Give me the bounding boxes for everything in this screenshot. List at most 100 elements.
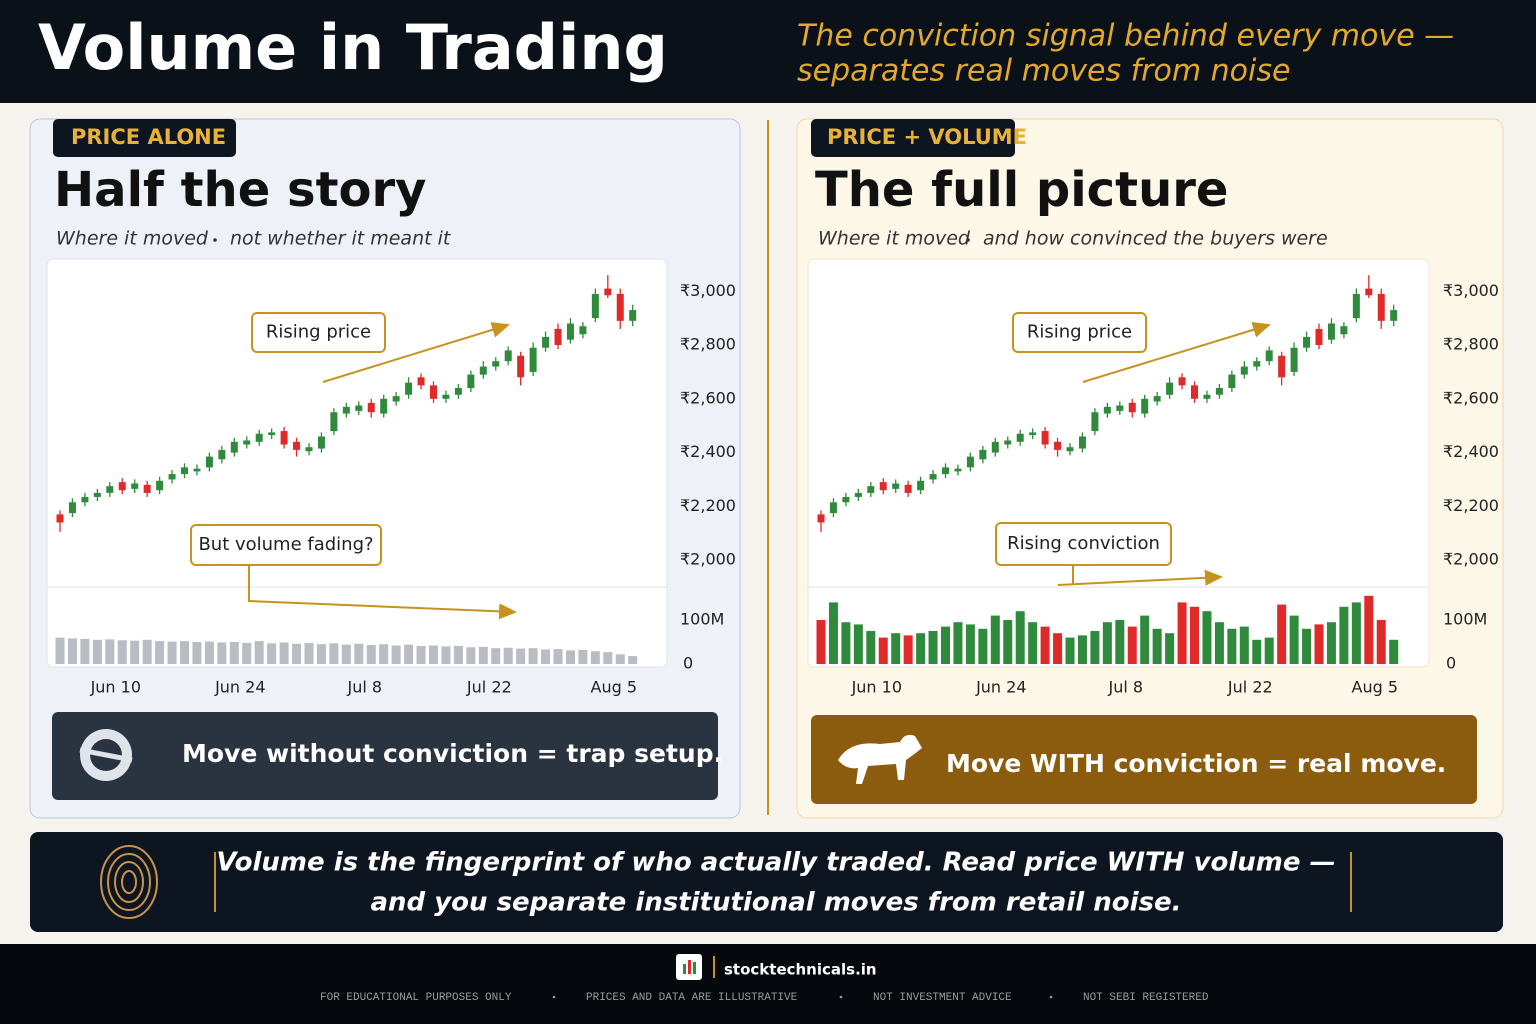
trap-icon [79, 729, 133, 781]
volume-bar [1165, 633, 1175, 664]
volume-bar [1351, 602, 1361, 664]
annotation-arrow [1057, 565, 1221, 585]
candle-body [330, 412, 338, 432]
x-tick-label: Jun 24 [214, 678, 265, 697]
annotation-box [1012, 312, 1147, 353]
volume-bar [441, 646, 451, 664]
annotation-box [251, 312, 386, 353]
tag: PRICE + VOLUME [827, 125, 1027, 149]
volume-bar [229, 642, 239, 664]
candle-body [118, 482, 126, 491]
volume-bar [1028, 622, 1038, 664]
volume-bar [1040, 626, 1050, 664]
banner-text: and you separate institutional moves fro… [370, 888, 1181, 918]
candle-body [1340, 326, 1348, 335]
volume-bar [267, 643, 277, 664]
footnote: NOT INVESTMENT ADVICE [873, 992, 1012, 1004]
brand: stocktechnicals.in [724, 961, 877, 979]
candle-body [442, 394, 450, 399]
volume-bar [916, 633, 926, 664]
volume-bar [1326, 622, 1336, 664]
candle-body [504, 350, 512, 362]
volume-bar [155, 641, 165, 664]
verdict: Move WITH conviction = real move. [946, 749, 1446, 778]
volume-bar [491, 648, 501, 664]
candle-body [1290, 347, 1298, 372]
candle-body [829, 502, 837, 514]
volume-bar [1115, 620, 1125, 664]
volume-bar [891, 633, 901, 664]
volume-bar [1277, 604, 1287, 664]
candle-body [529, 347, 537, 372]
subtitle: The conviction signal behind every move … [797, 19, 1454, 54]
candle-body [1103, 406, 1111, 414]
volume-bar [478, 646, 488, 664]
volume-bar [578, 649, 588, 664]
volume-tick-label: 100M [1443, 610, 1487, 629]
volume-bar [67, 638, 77, 664]
volume-tick-label: 100M [680, 610, 724, 629]
annotation-arrow [322, 322, 510, 383]
candle-body [230, 441, 238, 453]
volume-bar [516, 648, 526, 664]
x-tick-label: Jul 8 [347, 678, 383, 697]
x-tick-label: Jul 22 [1227, 678, 1273, 697]
candle-body [1240, 366, 1248, 375]
candle-body [517, 355, 525, 378]
volume-bar [204, 641, 214, 664]
volume-bar [1227, 628, 1237, 664]
candle-body [1377, 293, 1385, 321]
volume-bar [1302, 628, 1312, 664]
x-tick-label: Jul 8 [1108, 678, 1144, 697]
candle-body [554, 328, 562, 346]
volume-bar [1065, 637, 1075, 664]
x-tick-label: Aug 5 [1352, 678, 1399, 697]
volume-bar [603, 652, 613, 664]
volume-bar [304, 642, 314, 664]
volume-bar [142, 639, 152, 664]
candle-body [380, 398, 388, 414]
tag-box [811, 119, 1015, 157]
candle-body [342, 406, 350, 414]
candle-body [942, 467, 949, 475]
volume-bar [928, 631, 938, 664]
volume-bar [292, 643, 302, 664]
annotation: Rising price [1027, 322, 1132, 343]
footnote: PRICES AND DATA ARE ILLUSTRATIVE [586, 992, 798, 1004]
candle-body [1365, 288, 1373, 296]
candle-body [417, 377, 425, 386]
volume-bar [1152, 628, 1162, 664]
candle-body [929, 474, 937, 480]
candle-body [355, 405, 363, 411]
volume-bar [1314, 624, 1324, 664]
volume-bar [429, 645, 438, 664]
candle-body [430, 385, 437, 399]
x-tick-label: Jun 10 [90, 678, 141, 697]
separator [839, 995, 843, 999]
candle-body [854, 492, 862, 497]
volume-bar [379, 644, 389, 664]
annotation: Rising conviction [1007, 533, 1160, 554]
candle-body [492, 361, 500, 367]
volume-bar [316, 644, 326, 664]
annotation-arrow [1082, 322, 1271, 383]
candle-body [566, 323, 574, 340]
x-tick-label: Jul 22 [466, 678, 512, 697]
candle-body [1253, 361, 1261, 367]
candle-body [954, 468, 962, 472]
candle-body [56, 514, 64, 523]
x-tick-label: Aug 5 [591, 678, 638, 697]
volume-bar [615, 654, 625, 664]
footnote: FOR EDUCATIONAL PURPOSES ONLY [320, 992, 512, 1004]
candle-body [218, 449, 226, 460]
heading: Half the story [54, 162, 426, 218]
volume-bar [1239, 626, 1249, 664]
candle-body [392, 396, 400, 402]
candle-body [293, 441, 301, 450]
volume-bar [528, 648, 538, 664]
separator [966, 238, 970, 242]
volume-bar [965, 624, 975, 664]
candle-body [193, 468, 201, 472]
y-tick-label: ₹2,600 [680, 388, 736, 407]
